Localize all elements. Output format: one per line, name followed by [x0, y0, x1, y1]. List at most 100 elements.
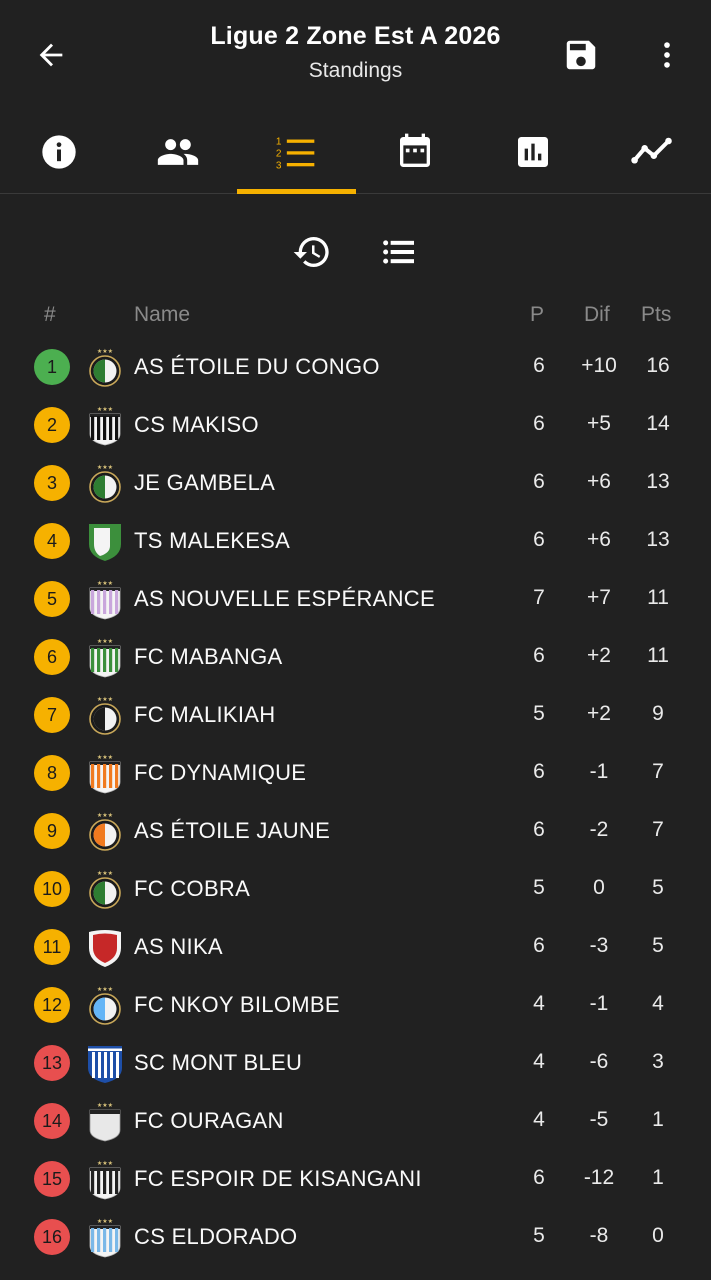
back-button[interactable]: [26, 30, 76, 80]
points-value: 7: [652, 818, 664, 841]
points-value: 5: [652, 934, 664, 957]
more-options-button[interactable]: [642, 30, 692, 80]
info-icon: [42, 135, 76, 169]
table-row[interactable]: 2 ★★★ CS MAKISO 6 +5 14: [0, 396, 711, 454]
bar-chart-icon: [518, 137, 549, 167]
points-value: 7: [652, 760, 664, 783]
team-crest-icon: ★★★: [86, 868, 124, 910]
goal-diff-value: -1: [589, 992, 609, 1015]
table-row[interactable]: 9 ★★★ AS ÉTOILE JAUNE 6 -2 7: [0, 802, 711, 860]
team-crest-icon: ★★★: [86, 1158, 124, 1200]
played-value: 6: [533, 470, 545, 493]
header-points: Pts: [641, 303, 672, 326]
team-name: FC COBRA: [134, 876, 251, 901]
goal-diff-value: +2: [587, 644, 611, 667]
title-block: Ligue 2 Zone Est A 2026 Standings: [150, 22, 561, 83]
rank-badge: 7: [34, 697, 70, 733]
points-value: 11: [647, 644, 669, 667]
points-value: 3: [652, 1050, 664, 1073]
team-name: AS ÉTOILE DU CONGO: [134, 354, 380, 379]
table-row[interactable]: 10 ★★★ FC COBRA 5 0 5: [0, 860, 711, 918]
tab-stats[interactable]: [474, 110, 593, 194]
header-played: P: [530, 303, 545, 326]
played-value: 6: [533, 818, 545, 841]
rank-badge: 1: [34, 349, 70, 385]
table-row[interactable]: 15 ★★★ FC ESPOIR DE KISANGANI 6 -12 1: [0, 1150, 711, 1208]
goal-diff-value: -12: [583, 1166, 615, 1189]
svg-text:★★★: ★★★: [97, 464, 113, 471]
page-title: Ligue 2 Zone Est A 2026: [210, 22, 501, 50]
rank-badge: 2: [34, 407, 70, 443]
team-crest-icon: [86, 520, 124, 562]
ranked-list-icon: 1 2 3: [276, 137, 315, 172]
team-crest-icon: [86, 926, 124, 968]
table-row[interactable]: 3 ★★★ JE GAMBELA 6 +6 13: [0, 454, 711, 512]
table-row[interactable]: 8 ★★★ FC DYNAMIQUE 6 -1 7: [0, 744, 711, 802]
rank-badge: 3: [34, 465, 70, 501]
team-crest-icon: ★★★: [86, 694, 124, 736]
table-row[interactable]: 5 ★★★ AS NOUVELLE ESPÉRANCE 7 +7 11: [0, 570, 711, 628]
points-value: 13: [646, 470, 670, 493]
table-row[interactable]: 13 SC MONT BLEU 4 -6 3: [0, 1034, 711, 1092]
team-crest-icon: ★★★: [86, 984, 124, 1026]
standings-table: # Name P Dif Pts 1 ★★★ AS ÉTOILE DU CONGO 6…: [0, 292, 711, 1266]
tab-info[interactable]: [0, 110, 119, 194]
rank-badge: 6: [34, 639, 70, 675]
team-crest-icon: [86, 1042, 124, 1084]
table-row[interactable]: 1 ★★★ AS ÉTOILE DU CONGO 6 +10 16: [0, 338, 711, 396]
team-crest-icon: ★★★: [86, 404, 124, 446]
team-name: TS MALEKESA: [134, 528, 291, 553]
team-name: FC MALIKIAH: [134, 702, 276, 727]
table-row[interactable]: 16 ★★★ CS ELDORADO 5 -8 0: [0, 1208, 711, 1266]
table-row[interactable]: 4 TS MALEKESA 6 +6 13: [0, 512, 711, 570]
played-value: 6: [533, 412, 545, 435]
table-row[interactable]: 6 ★★★ FC MABANGA 6 +2 11: [0, 628, 711, 686]
tab-fixtures[interactable]: [356, 110, 475, 194]
goal-diff-value: -6: [589, 1050, 609, 1073]
rank-badge: 13: [34, 1045, 70, 1081]
played-value: 4: [533, 1108, 545, 1131]
svg-text:2: 2: [276, 149, 282, 160]
team-name: AS NOUVELLE ESPÉRANCE: [134, 586, 435, 611]
team-name: FC OURAGAN: [134, 1108, 284, 1133]
points-value: 1: [652, 1108, 664, 1131]
rank-badge: 12: [34, 987, 70, 1023]
history-button[interactable]: [290, 230, 334, 274]
played-value: 4: [533, 992, 545, 1015]
played-value: 7: [533, 586, 545, 609]
points-value: 4: [652, 992, 664, 1015]
save-button[interactable]: [556, 30, 606, 80]
points-value: 14: [646, 412, 670, 435]
table-header: # Name P Dif Pts: [0, 292, 711, 338]
played-value: 6: [533, 760, 545, 783]
goal-diff-value: +2: [587, 702, 611, 725]
tab-bar: 1 2 3: [0, 110, 711, 194]
table-row[interactable]: 14 ★★★ FC OURAGAN 4 -5 1: [0, 1092, 711, 1150]
team-crest-icon: ★★★: [86, 636, 124, 678]
svg-text:3: 3: [276, 161, 282, 172]
list-view-button[interactable]: [377, 230, 421, 274]
header-name: Name: [134, 303, 191, 326]
tab-teams[interactable]: [119, 110, 238, 194]
played-value: 6: [533, 354, 545, 377]
played-value: 5: [533, 1224, 545, 1247]
goal-diff-value: +7: [587, 586, 611, 609]
played-value: 5: [533, 702, 545, 725]
goal-diff-value: +6: [587, 470, 611, 493]
points-value: 13: [646, 528, 670, 551]
tab-trends[interactable]: [593, 110, 711, 194]
goal-diff-value: -3: [589, 934, 609, 957]
svg-text:★★★: ★★★: [97, 696, 113, 703]
team-name: FC ESPOIR DE KISANGANI: [134, 1166, 422, 1191]
team-crest-icon: ★★★: [86, 346, 124, 388]
team-name: FC MABANGA: [134, 644, 283, 669]
table-row[interactable]: 7 ★★★ FC MALIKIAH 5 +2 9: [0, 686, 711, 744]
table-row[interactable]: 12 ★★★ FC NKOY BILOMBE 4 -1 4: [0, 976, 711, 1034]
points-value: 9: [652, 702, 664, 725]
calendar-icon: [399, 133, 430, 167]
svg-text:★★★: ★★★: [97, 1102, 113, 1109]
tab-standings[interactable]: 1 2 3: [237, 110, 356, 194]
table-row[interactable]: 11 AS NIKA 6 -3 5: [0, 918, 711, 976]
svg-text:★★★: ★★★: [97, 986, 113, 993]
trend-line-icon: [631, 137, 672, 164]
